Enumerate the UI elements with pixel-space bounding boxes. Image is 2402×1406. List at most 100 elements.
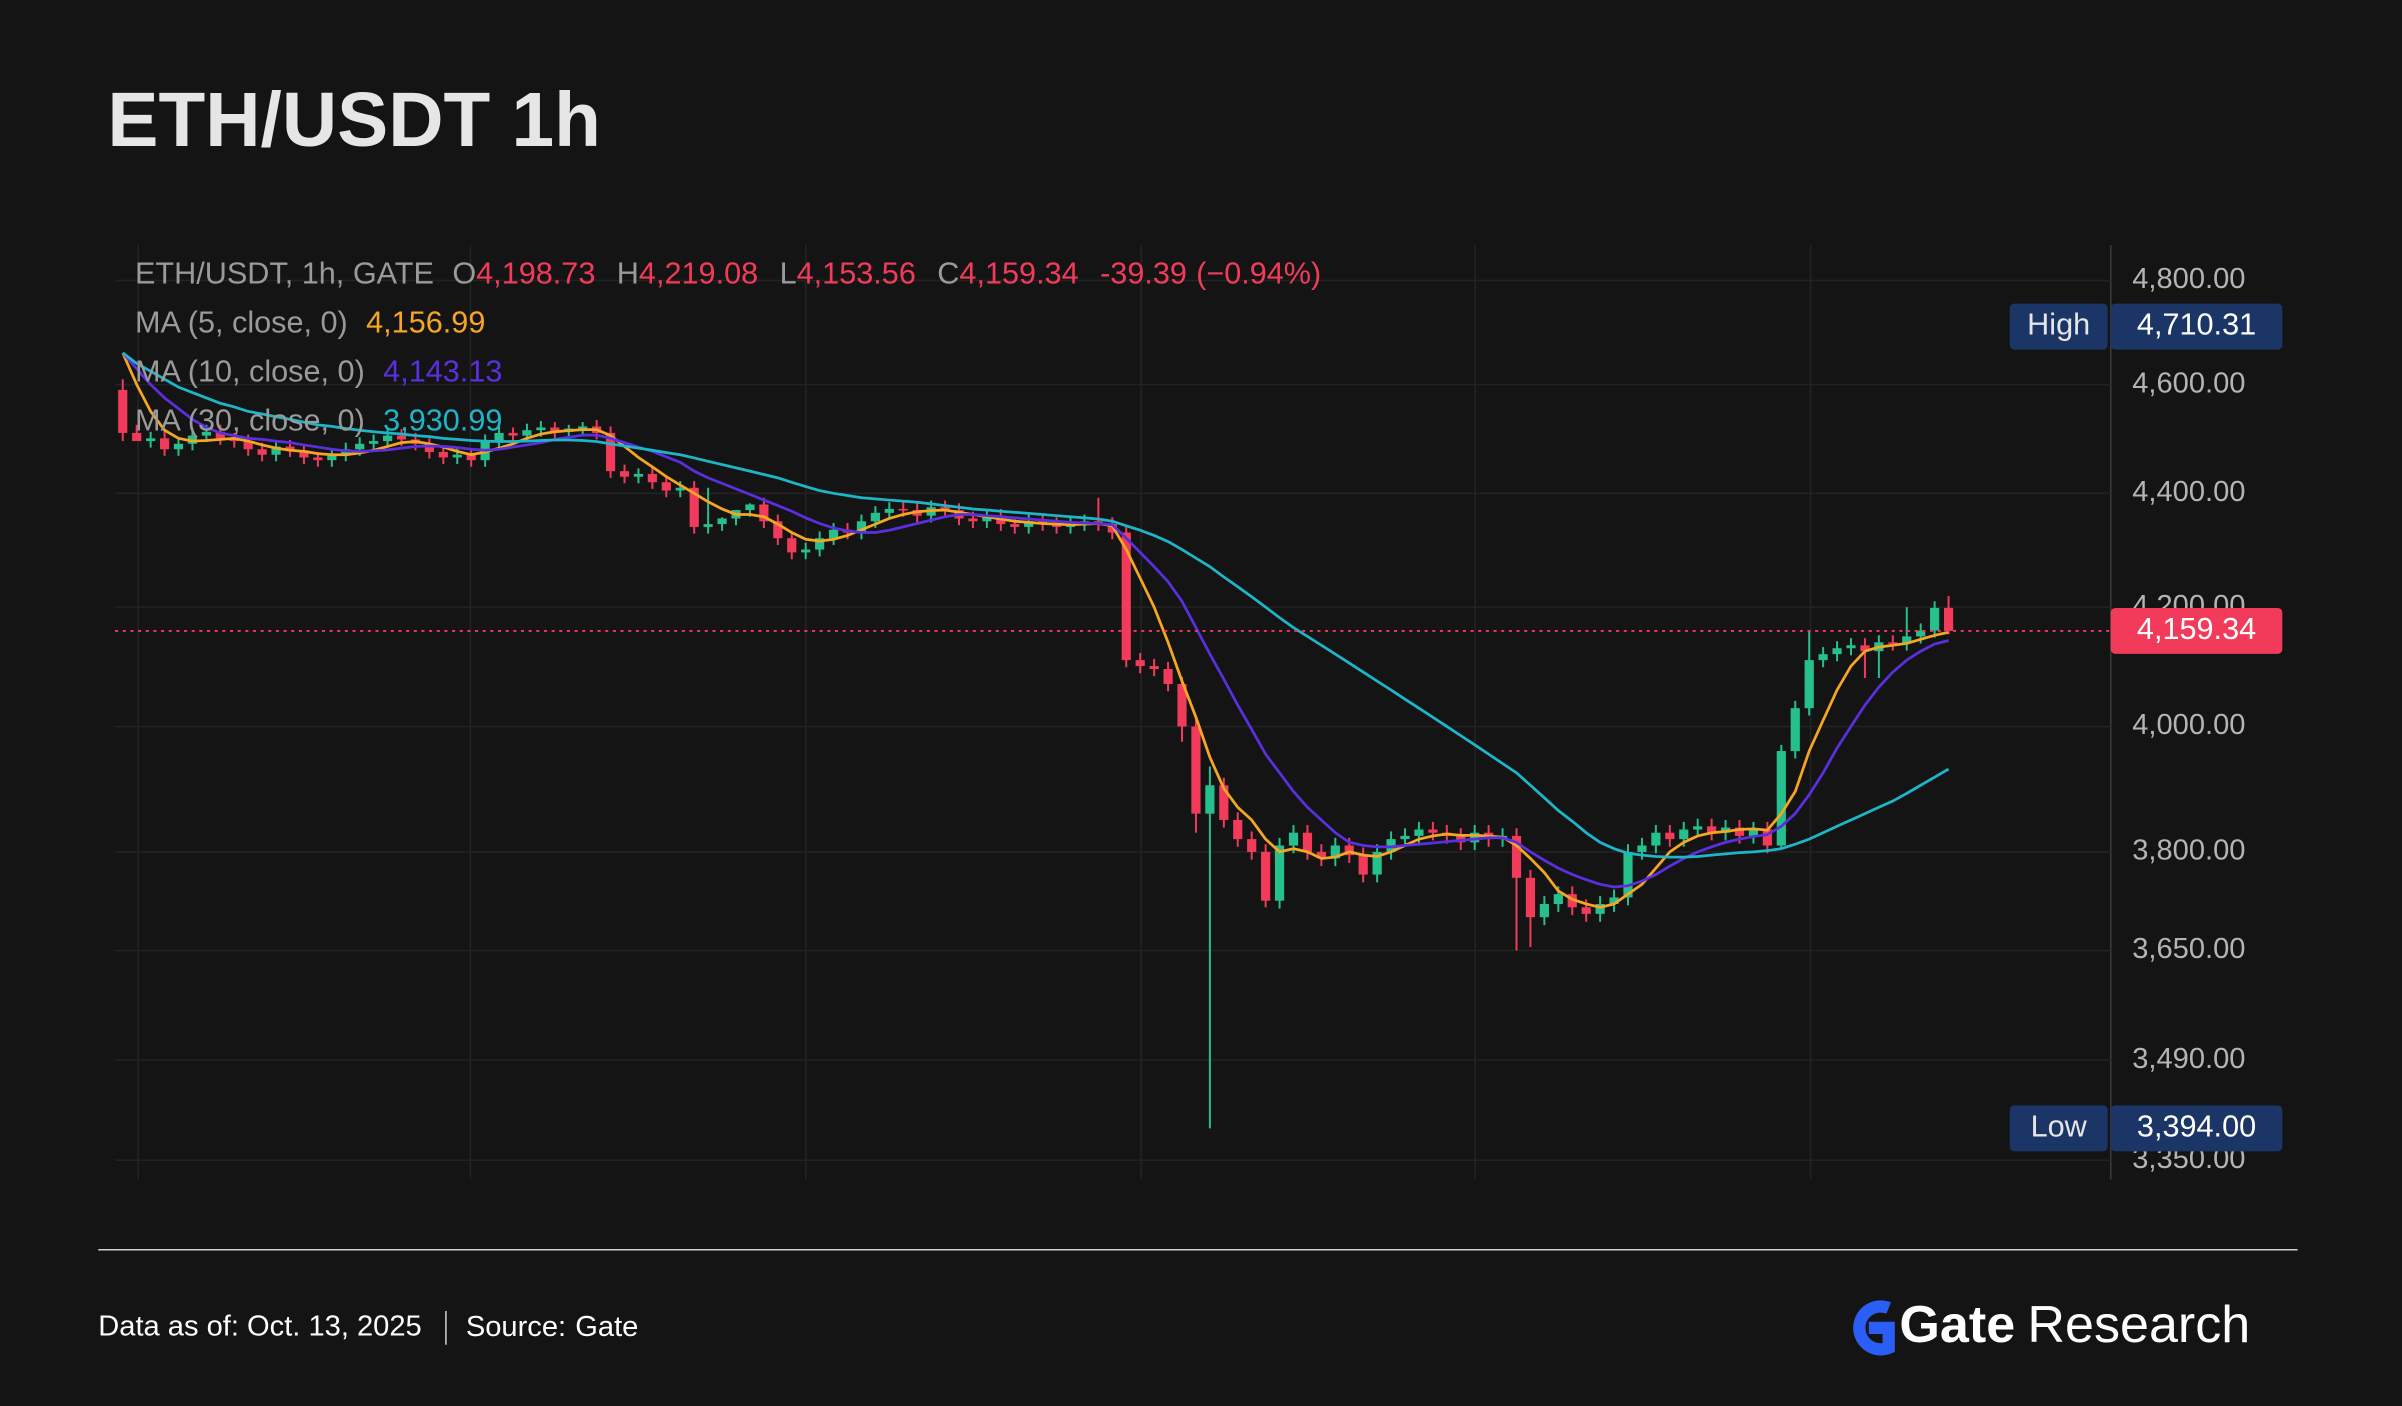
candle-body [1902, 636, 1912, 644]
legend-ohlc-value: 4,153.56 [797, 257, 916, 291]
candle-body [1748, 829, 1759, 836]
candle-body [215, 431, 225, 439]
y-tick-label: 3,650.00 [2132, 933, 2245, 965]
legend-ma-name: MA (30, close, 0) [135, 404, 365, 438]
candle-body [1916, 630, 1926, 637]
candle-body [787, 538, 797, 553]
legend-ohlc-label: O [452, 257, 476, 291]
candle-body [452, 454, 462, 458]
footer-date: Data as of: Oct. 13, 2025 [98, 1311, 421, 1343]
legend-ma-value: 3,930.99 [383, 404, 502, 438]
candle-body [1010, 524, 1020, 527]
candle-body [243, 441, 253, 450]
candle-body [619, 471, 630, 477]
price-badge-label: Low [2031, 1109, 2088, 1143]
y-tick-label: 3,800.00 [2132, 835, 2245, 867]
candle-body [773, 521, 783, 539]
candle-body [1818, 654, 1828, 661]
legend-ohlc-label: L [780, 257, 797, 291]
price-badge-value: 4,159.34 [2137, 612, 2256, 646]
candle-body [1525, 877, 1536, 918]
candle-body [438, 451, 448, 458]
candle-body [1233, 819, 1243, 840]
price-badge [2110, 303, 2283, 350]
price-badge-value: 4,710.31 [2137, 308, 2256, 342]
legend-ma-value: 4,156.99 [366, 306, 485, 340]
price-badge-value: 3,394.00 [2137, 1109, 2256, 1143]
candle-body [1511, 835, 1522, 878]
legend-ma: MA (10, close, 0) 4,143.13 [135, 355, 502, 389]
candle-body [968, 518, 978, 522]
candle-body [856, 521, 867, 533]
candle-body [1177, 684, 1187, 727]
candle-body [1804, 660, 1814, 709]
candle-body [828, 529, 839, 539]
logo-brand: Gate [1899, 1296, 2015, 1354]
plot-area [115, 279, 2111, 1162]
ma-line [121, 352, 1949, 909]
candle-body [759, 504, 769, 522]
candle-body [703, 524, 713, 527]
candle-body [1693, 826, 1703, 830]
candle-body [1302, 832, 1313, 852]
candle-body [1930, 607, 1940, 631]
overlay: 4,800.004,600.004,400.004,200.004,000.00… [135, 257, 2283, 1175]
legend-ma-value: 4,143.13 [383, 355, 502, 389]
candle-body [1609, 897, 1619, 904]
legend-ohlc: ETH/USDT, 1h, GATE O4,198.73 H4,219.08 L4,1… [135, 257, 1321, 291]
candle-body [257, 449, 267, 455]
candle-body [313, 457, 323, 461]
candle-body [522, 430, 532, 436]
candle-body [1205, 785, 1215, 814]
candle-body [717, 518, 727, 525]
candle-body [271, 446, 281, 455]
candle-body [1330, 845, 1340, 859]
ma-line [121, 351, 1950, 859]
footer-source: Source: Gate [466, 1311, 639, 1343]
candle-body [633, 473, 644, 477]
candle-body [1623, 851, 1633, 898]
candle-body [536, 427, 546, 431]
candle-body [1219, 785, 1229, 820]
legend-ohlc-label: C [937, 257, 959, 291]
candle-body [424, 443, 434, 452]
logo-suffix: Research [2027, 1296, 2250, 1354]
candle-body [508, 432, 518, 436]
candle-body [1247, 839, 1257, 852]
candle-body [801, 549, 811, 553]
logo-icon [1853, 1300, 1895, 1356]
candle-body [1358, 855, 1368, 875]
price-badge-label-box [2009, 303, 2108, 350]
candle-body [1762, 829, 1772, 846]
candle-body [1288, 832, 1299, 846]
ma-line [121, 351, 1949, 889]
candle-body [1414, 829, 1424, 836]
price-badge-label: High [2027, 308, 2090, 342]
legend-symbol: ETH/USDT, 1h, GATE [135, 257, 434, 291]
y-tick-label: 4,800.00 [2132, 263, 2245, 295]
candle-body [578, 426, 588, 429]
candle-body [1539, 903, 1549, 918]
candle-body [173, 443, 184, 450]
chart-title: ETH/USDT 1h [107, 78, 600, 163]
candle-body [1846, 645, 1856, 649]
candle-body [201, 431, 211, 436]
candle-body [1651, 832, 1661, 846]
source-name: Gate [575, 1311, 638, 1343]
legend-ohlc-value: 4,219.08 [639, 257, 758, 291]
candle-body [132, 432, 142, 442]
legend-ma: MA (5, close, 0) 4,156.99 [135, 306, 485, 340]
candle-body [382, 435, 393, 442]
candle-body [285, 446, 295, 451]
legend-ohlc-value: 4,198.73 [476, 257, 595, 291]
candle-body [494, 432, 504, 442]
candle-body [661, 482, 671, 491]
candle-body [299, 450, 309, 458]
legend-change-pct: (−0.94%) [1196, 257, 1321, 291]
candle-body [1679, 829, 1689, 840]
candle-body [1790, 708, 1800, 752]
legend-ma: MA (30, close, 0) 3,930.99 [135, 404, 502, 438]
